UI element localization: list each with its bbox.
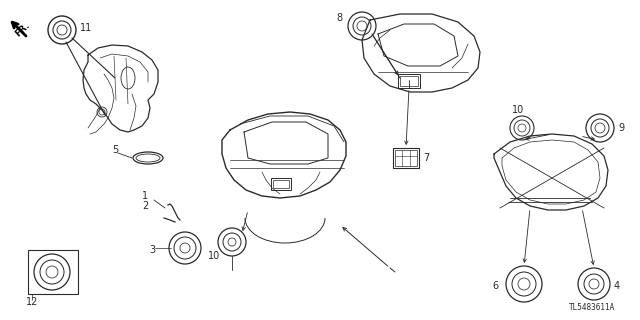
Text: 4: 4: [614, 281, 620, 291]
Text: 3: 3: [149, 245, 155, 255]
Text: 6: 6: [492, 281, 498, 291]
Bar: [393, 148, 419, 168]
Bar: [273, 180, 289, 188]
Text: 5: 5: [112, 145, 118, 155]
Text: 8: 8: [336, 13, 342, 23]
Text: FR.: FR.: [13, 21, 31, 39]
Bar: [398, 74, 420, 88]
Bar: [271, 178, 291, 190]
Bar: [400, 76, 418, 86]
Text: 10: 10: [208, 251, 220, 261]
Bar: [395, 150, 417, 166]
Text: 10: 10: [512, 105, 524, 115]
Text: 11: 11: [80, 23, 92, 33]
Text: 2: 2: [142, 201, 148, 211]
Text: 9: 9: [618, 123, 624, 133]
Text: TL5483611A: TL5483611A: [569, 303, 615, 312]
Text: 1: 1: [142, 191, 148, 201]
Bar: [28, 250, 78, 294]
Text: 7: 7: [423, 153, 429, 163]
Text: 12: 12: [26, 297, 38, 307]
